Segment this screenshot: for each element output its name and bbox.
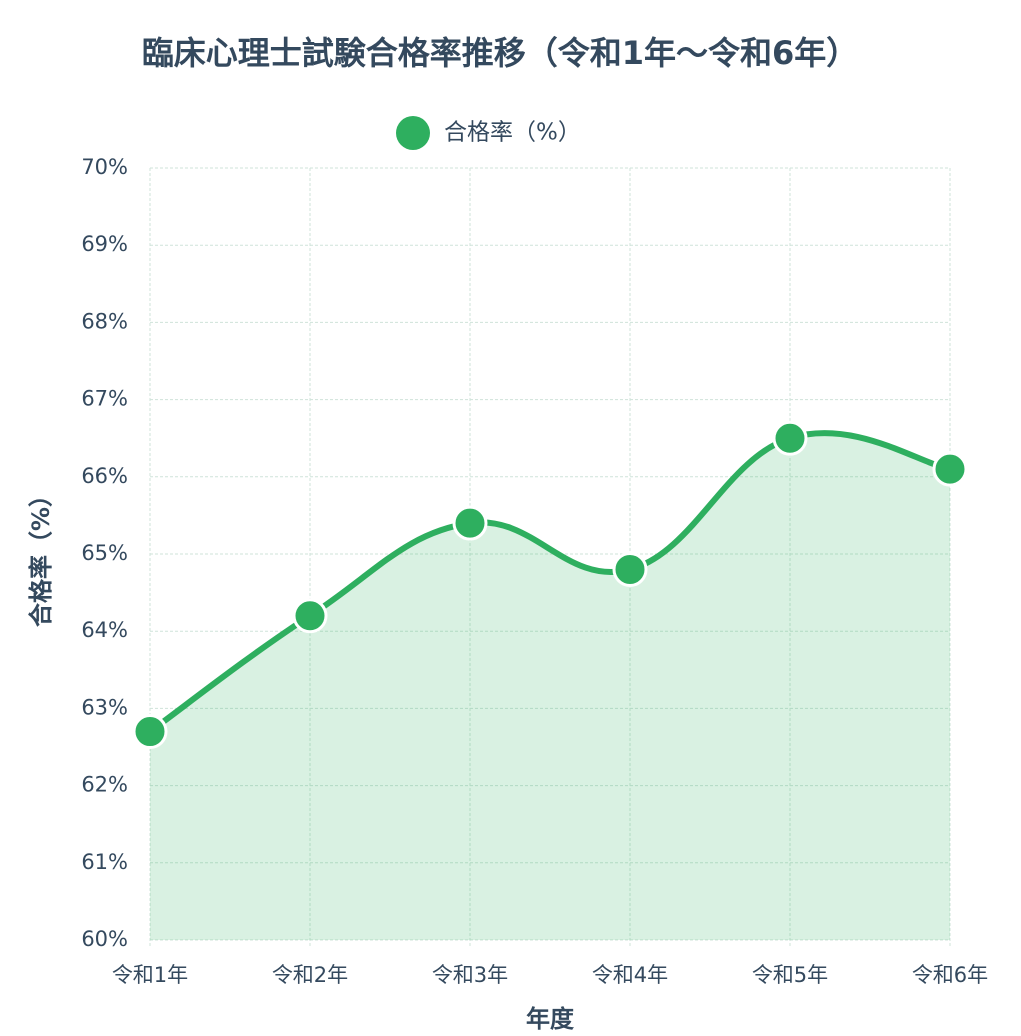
y-tick-label: 67% [81, 387, 128, 411]
chart-title: 臨床心理士試験合格率推移（令和1年〜令和6年） [142, 34, 859, 72]
area [150, 433, 950, 940]
point [292, 598, 328, 634]
y-tick-label: 60% [81, 927, 128, 951]
x-tick-label: 令和2年 [272, 963, 348, 987]
y-tick-label: 64% [81, 618, 128, 642]
y-tick-label: 68% [81, 309, 128, 333]
y-tick-label: 62% [81, 773, 128, 797]
legend-marker [396, 116, 430, 150]
x-tick-label: 令和6年 [912, 963, 988, 987]
y-tick-label: 66% [81, 464, 128, 488]
y-tick-label: 69% [81, 232, 128, 256]
y-tick-label: 63% [81, 695, 128, 719]
y-tick-label: 65% [81, 541, 128, 565]
y-tick-label: 61% [81, 850, 128, 874]
point [452, 505, 488, 541]
y-axis-label: 合格率（%） [27, 483, 55, 627]
point [772, 420, 808, 456]
x-tick-label: 令和4年 [592, 963, 668, 987]
x-tick-label: 令和3年 [432, 963, 508, 987]
point [132, 714, 168, 750]
point [932, 451, 968, 487]
x-axis-label: 年度 [526, 1005, 575, 1033]
y-tick-label: 70% [81, 155, 128, 179]
legend-label: 合格率（%） [444, 120, 581, 146]
x-tick-label: 令和5年 [752, 963, 828, 987]
x-tick-label: 令和1年 [112, 963, 188, 987]
point [612, 551, 648, 587]
